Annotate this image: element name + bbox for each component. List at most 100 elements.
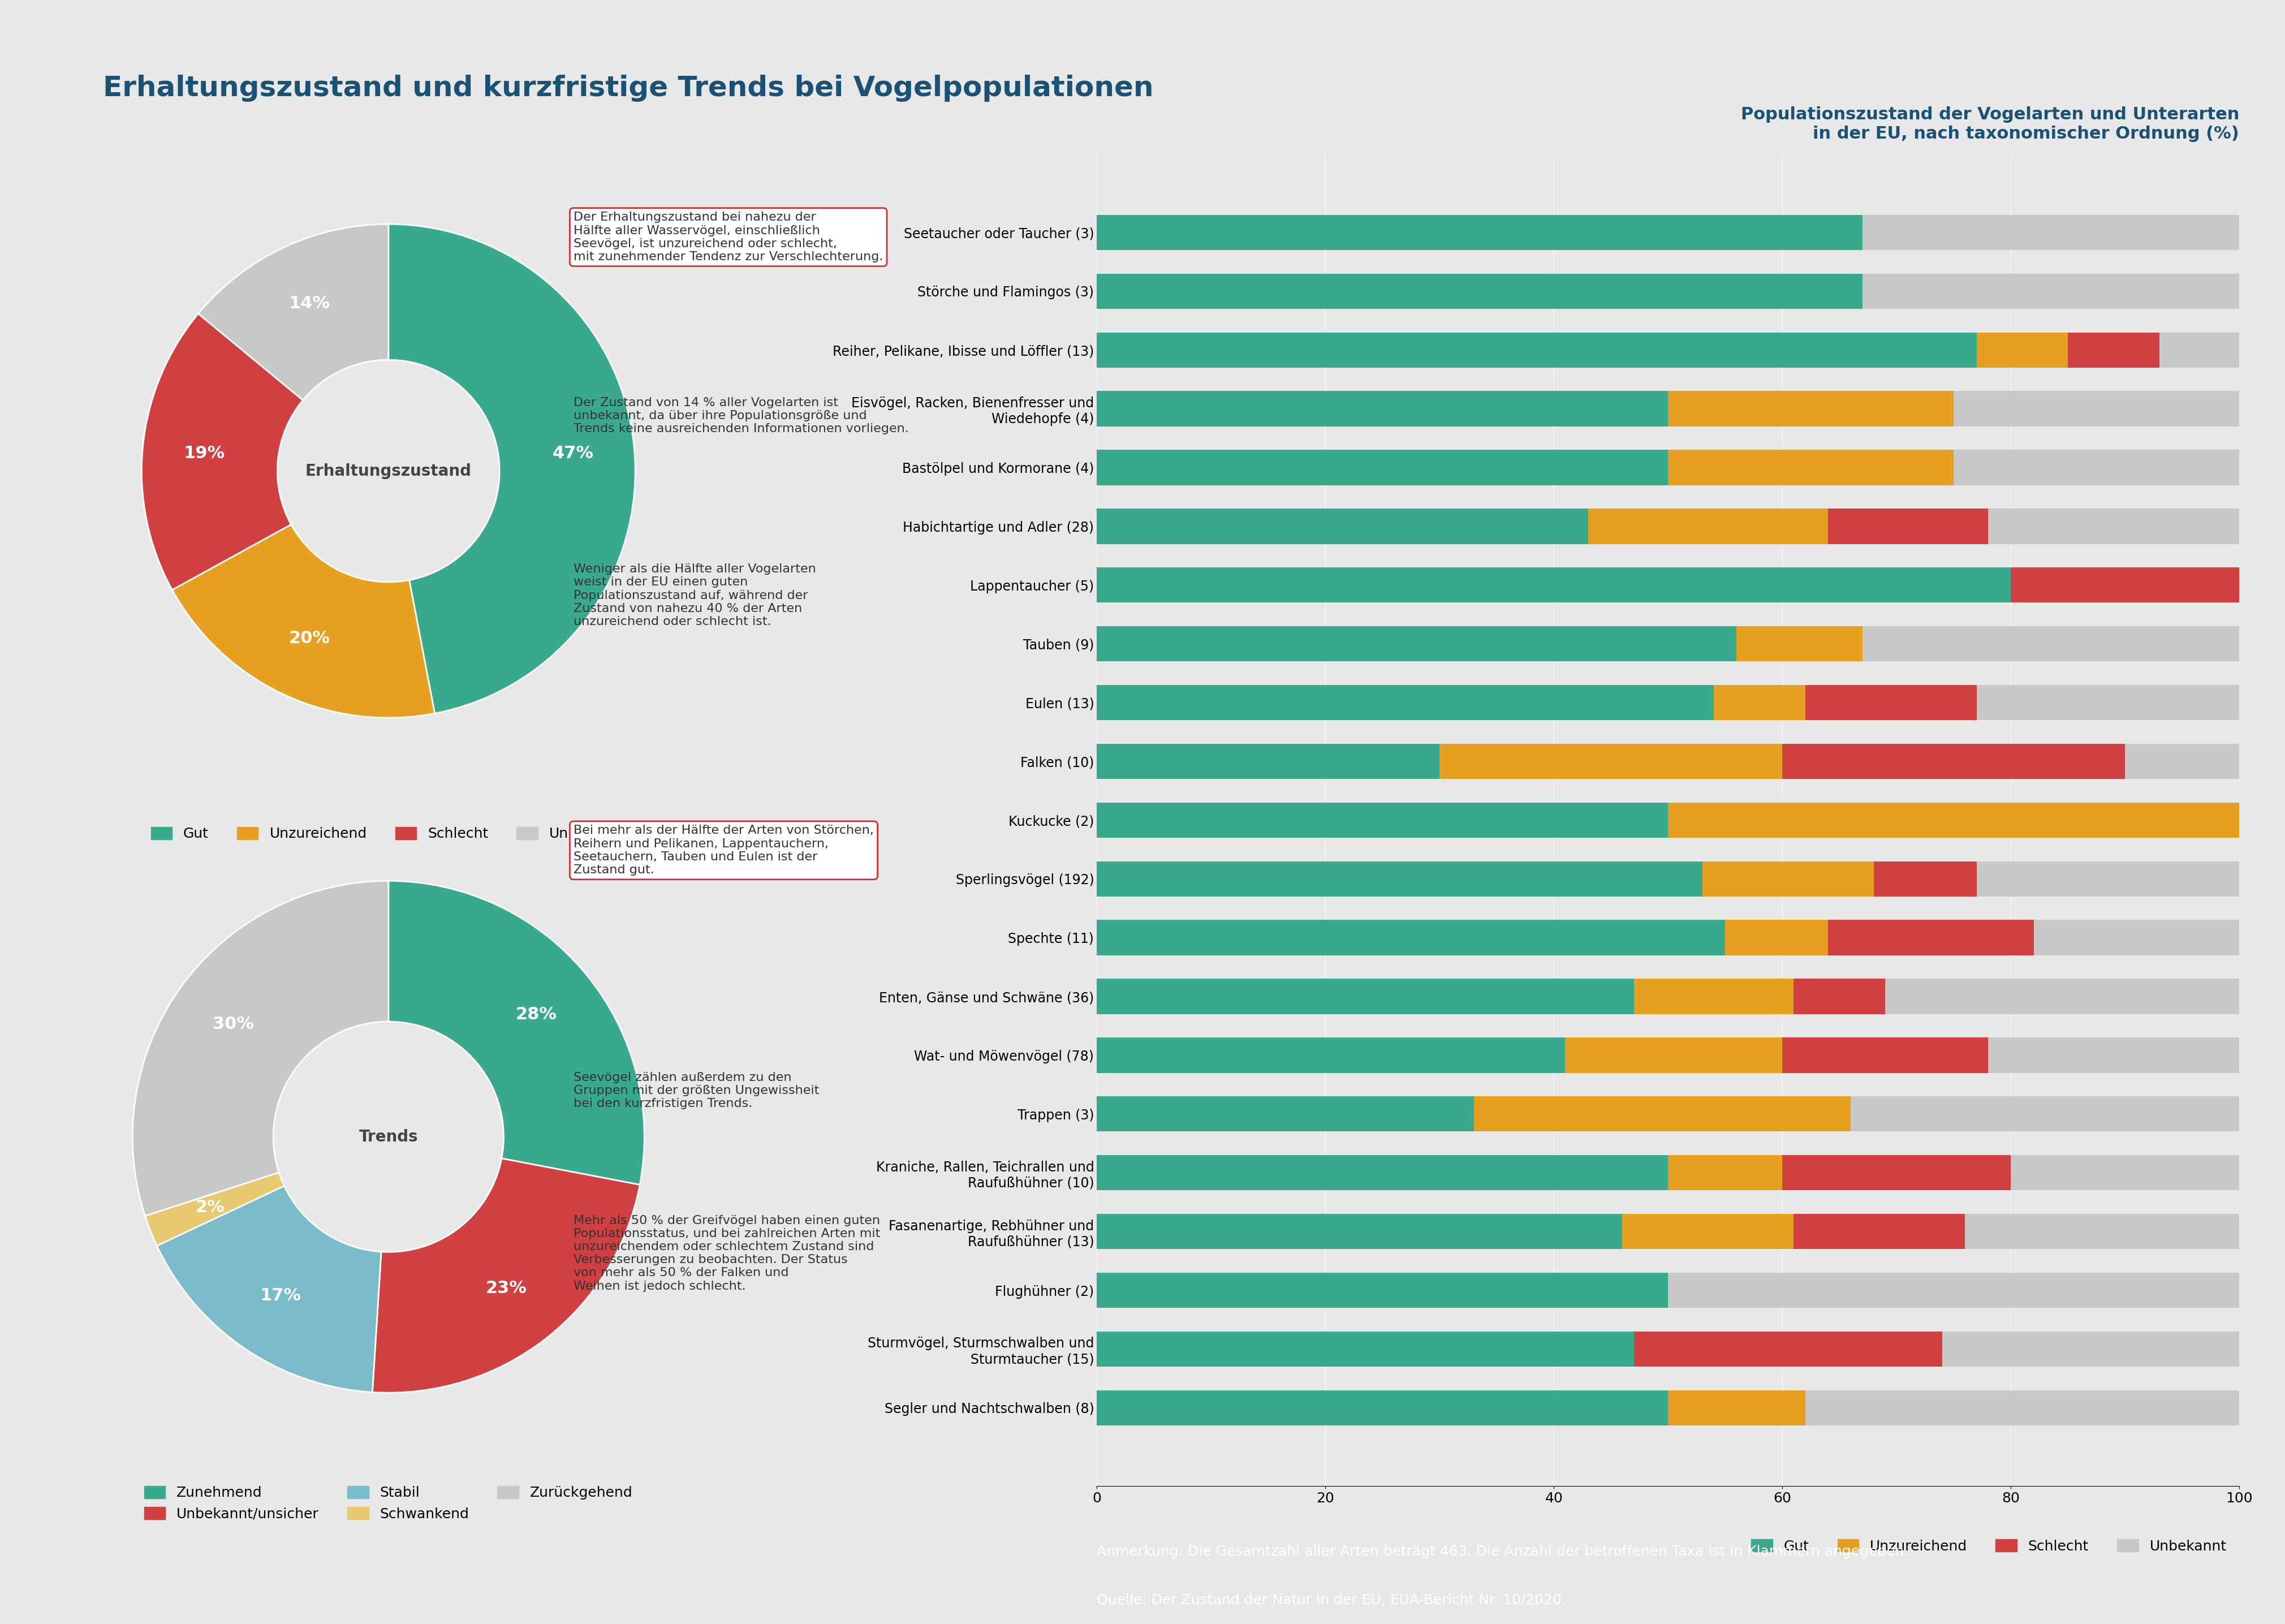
- Bar: [1097, 921, 1725, 955]
- Bar: [1942, 1332, 2239, 1367]
- Bar: [1885, 979, 2239, 1013]
- Bar: [1954, 391, 2239, 427]
- Text: Seevögel zählen außerdem zu den
Gruppen mit der größten Ungewissheit
bei den kur: Seevögel zählen außerdem zu den Gruppen …: [574, 1072, 820, 1109]
- Text: Der Zustand von 14 % aller Vogelarten ist
unbekannt, da über ihre Populationsgrö: Der Zustand von 14 % aller Vogelarten is…: [574, 396, 909, 435]
- Text: Quelle: Der Zustand der Natur in der EU, EUA-Bericht Nr. 10/2020.: Quelle: Der Zustand der Natur in der EU,…: [1097, 1593, 1565, 1608]
- Text: 17%: 17%: [260, 1288, 302, 1304]
- Bar: [1668, 1155, 1782, 1190]
- Legend: Gut, Unzureichend, Schlecht, Unbekannt: Gut, Unzureichend, Schlecht, Unbekannt: [1746, 1533, 2232, 1559]
- Bar: [1862, 214, 2239, 250]
- Bar: [1965, 1213, 2239, 1249]
- Wedge shape: [372, 1158, 640, 1393]
- Bar: [1097, 1332, 1634, 1367]
- Text: 2%: 2%: [194, 1199, 224, 1216]
- Bar: [1782, 744, 2125, 780]
- Bar: [1862, 627, 2239, 661]
- Bar: [1805, 1390, 2239, 1426]
- Bar: [1097, 450, 1668, 486]
- Text: Mehr als 50 % der Greifvögel haben einen guten
Populationsstatus, und bei zahlre: Mehr als 50 % der Greifvögel haben einen…: [574, 1215, 880, 1291]
- Bar: [2125, 744, 2239, 780]
- Bar: [1097, 508, 1588, 544]
- Bar: [1097, 214, 1862, 250]
- Legend: Zunehmend, Unbekannt/unsicher, Stabil, Schwankend, Zurückgehend: Zunehmend, Unbekannt/unsicher, Stabil, S…: [139, 1479, 638, 1527]
- Text: 20%: 20%: [288, 630, 331, 646]
- Bar: [1097, 1390, 1668, 1426]
- Bar: [1851, 1096, 2239, 1132]
- Text: 30%: 30%: [213, 1015, 254, 1033]
- Bar: [1622, 1213, 1794, 1249]
- Bar: [2068, 333, 2159, 367]
- Bar: [1668, 450, 1954, 486]
- Bar: [1634, 1332, 1942, 1367]
- Text: 28%: 28%: [516, 1007, 558, 1023]
- Legend: Gut, Unzureichend, Schlecht, Unbekannt: Gut, Unzureichend, Schlecht, Unbekannt: [146, 822, 631, 846]
- Bar: [1954, 450, 2239, 486]
- Bar: [1977, 685, 2239, 719]
- Wedge shape: [199, 224, 388, 400]
- Wedge shape: [171, 525, 434, 718]
- Bar: [1988, 508, 2239, 544]
- Bar: [1097, 685, 1714, 719]
- Bar: [1874, 861, 1977, 896]
- Bar: [1828, 508, 1988, 544]
- Bar: [1097, 1273, 1668, 1307]
- Text: 19%: 19%: [183, 445, 224, 461]
- Bar: [1782, 1155, 2011, 1190]
- Text: Populationszustand der Vogelarten und Unterarten
in der EU, nach taxonomischer O: Populationszustand der Vogelarten und Un…: [1741, 107, 2239, 141]
- Bar: [1097, 979, 1634, 1013]
- Bar: [1097, 744, 1440, 780]
- Bar: [2034, 921, 2239, 955]
- Bar: [1737, 627, 1862, 661]
- Bar: [1097, 567, 2011, 603]
- Bar: [1828, 921, 2034, 955]
- Bar: [1805, 685, 1977, 719]
- Bar: [1097, 1038, 1565, 1073]
- Bar: [1097, 391, 1668, 427]
- Bar: [1977, 333, 2068, 367]
- Bar: [1782, 1038, 1988, 1073]
- Bar: [1097, 333, 1977, 367]
- Bar: [1565, 1038, 1782, 1073]
- Wedge shape: [388, 880, 644, 1186]
- Wedge shape: [144, 1173, 283, 1246]
- Text: 47%: 47%: [553, 445, 594, 461]
- Text: Der Erhaltungszustand bei nahezu der
Hälfte aller Wasservögel, einschließlich
Se: Der Erhaltungszustand bei nahezu der Häl…: [574, 211, 882, 263]
- Bar: [1702, 861, 1874, 896]
- Bar: [1725, 921, 1828, 955]
- Bar: [2011, 567, 2239, 603]
- Bar: [1668, 391, 1954, 427]
- Wedge shape: [133, 880, 388, 1216]
- Bar: [1097, 1155, 1668, 1190]
- Bar: [1097, 802, 1668, 838]
- Bar: [1794, 1213, 1965, 1249]
- Text: 23%: 23%: [484, 1280, 528, 1296]
- Bar: [1440, 744, 1782, 780]
- Bar: [2011, 1155, 2239, 1190]
- Bar: [1668, 1273, 2239, 1307]
- Bar: [1588, 508, 1828, 544]
- Bar: [1988, 1038, 2239, 1073]
- Text: Trends: Trends: [359, 1129, 418, 1145]
- Bar: [1977, 861, 2239, 896]
- Bar: [1474, 1096, 1851, 1132]
- Bar: [2159, 333, 2239, 367]
- Text: 14%: 14%: [288, 296, 331, 312]
- Text: Erhaltungszustand und kurzfristige Trends bei Vogelpopulationen: Erhaltungszustand und kurzfristige Trend…: [103, 75, 1154, 102]
- Text: Erhaltungszustand: Erhaltungszustand: [306, 463, 471, 479]
- Bar: [1794, 979, 1885, 1013]
- Text: Bei mehr als der Hälfte der Arten von Störchen,
Reihern und Pelikanen, Lappentau: Bei mehr als der Hälfte der Arten von St…: [574, 825, 873, 875]
- Wedge shape: [142, 313, 304, 590]
- Bar: [1097, 861, 1702, 896]
- Bar: [1714, 685, 1805, 719]
- Text: Anmerkung: Die Gesamtzahl aller Arten beträgt 463. Die Anzahl der betroffenen Ta: Anmerkung: Die Gesamtzahl aller Arten be…: [1097, 1544, 1908, 1559]
- Bar: [1097, 1096, 1474, 1132]
- Bar: [1634, 979, 1794, 1013]
- Bar: [1668, 1390, 1805, 1426]
- Bar: [1668, 802, 2239, 838]
- Wedge shape: [158, 1186, 382, 1392]
- Wedge shape: [388, 224, 635, 713]
- Bar: [1097, 627, 1737, 661]
- Bar: [1097, 1213, 1622, 1249]
- Bar: [1862, 273, 2239, 309]
- Bar: [1097, 273, 1862, 309]
